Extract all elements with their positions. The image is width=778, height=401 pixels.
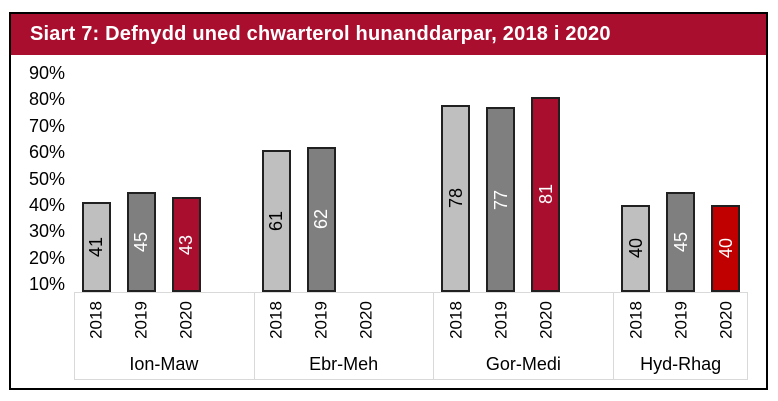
bar-value-label: 77: [490, 189, 511, 210]
bar-value-label: 40: [625, 238, 646, 259]
y-axis-tick-label: 90%: [28, 63, 65, 84]
bar-value-label: 45: [670, 231, 691, 252]
year-axis-label: 2020: [356, 301, 376, 339]
y-axis-tick-label: 60%: [28, 142, 65, 163]
bar: [621, 204, 651, 292]
bar-value-label: 43: [176, 234, 197, 255]
year-axis-label: 2019: [491, 301, 511, 339]
quarter-axis-label: Hyd-Rhag: [640, 354, 722, 374]
bar-value-label: 40: [715, 238, 736, 259]
y-axis-tick-label: 70%: [28, 115, 65, 136]
chart-title-bar: Siart 7: Defnydd uned chwarterol hunandd…: [11, 14, 766, 55]
bar-value-label: 61: [266, 210, 287, 231]
year-axis-label: 2020: [536, 301, 556, 339]
chart-title: Siart 7: Defnydd uned chwarterol hunandd…: [30, 23, 611, 45]
chart-frame: Siart 7: Defnydd uned chwarterol hunandd…: [9, 12, 768, 390]
year-axis-label: 2018: [86, 301, 106, 339]
bar-value-label: 62: [311, 209, 332, 230]
quarter-axis-label: Gor-Medi: [485, 354, 561, 374]
bar-value-label: 78: [445, 188, 466, 209]
bar-value-label: 41: [86, 237, 107, 258]
category-separator: [433, 292, 435, 380]
year-axis-label: 2018: [446, 301, 466, 339]
bar: [711, 204, 741, 292]
bar: [126, 191, 156, 292]
bar: [81, 202, 111, 292]
bar: [531, 96, 561, 292]
y-axis-tick-label: 20%: [28, 247, 65, 268]
year-axis-label: 2020: [716, 301, 736, 339]
category-separator: [613, 292, 615, 380]
bar: [261, 149, 291, 292]
y-axis-tick-label: 10%: [28, 274, 65, 295]
year-axis-label: 2018: [266, 301, 286, 339]
quarter-axis-label: Ebr-Meh: [309, 354, 379, 374]
year-axis-label: 2019: [311, 301, 331, 339]
year-axis-label: 2019: [131, 301, 151, 339]
y-axis-tick-label: 50%: [28, 168, 65, 189]
year-axis-label: 2020: [176, 301, 196, 339]
y-axis-tick-label: 40%: [28, 194, 65, 215]
bar: [486, 107, 516, 292]
category-separator: [253, 292, 255, 380]
bar: [306, 146, 336, 292]
y-axis-tick-label: 30%: [28, 221, 65, 242]
category-axis-box: [74, 292, 748, 380]
bar-value-label: 81: [535, 184, 556, 205]
bar-value-label: 45: [131, 231, 152, 252]
y-axis-tick-label: 80%: [28, 89, 65, 110]
year-axis-label: 2019: [671, 301, 691, 339]
quarter-axis-label: Ion-Maw: [129, 354, 199, 374]
bar: [441, 104, 471, 292]
bar: [171, 197, 201, 292]
year-axis-label: 2018: [626, 301, 646, 339]
bar: [666, 191, 696, 292]
